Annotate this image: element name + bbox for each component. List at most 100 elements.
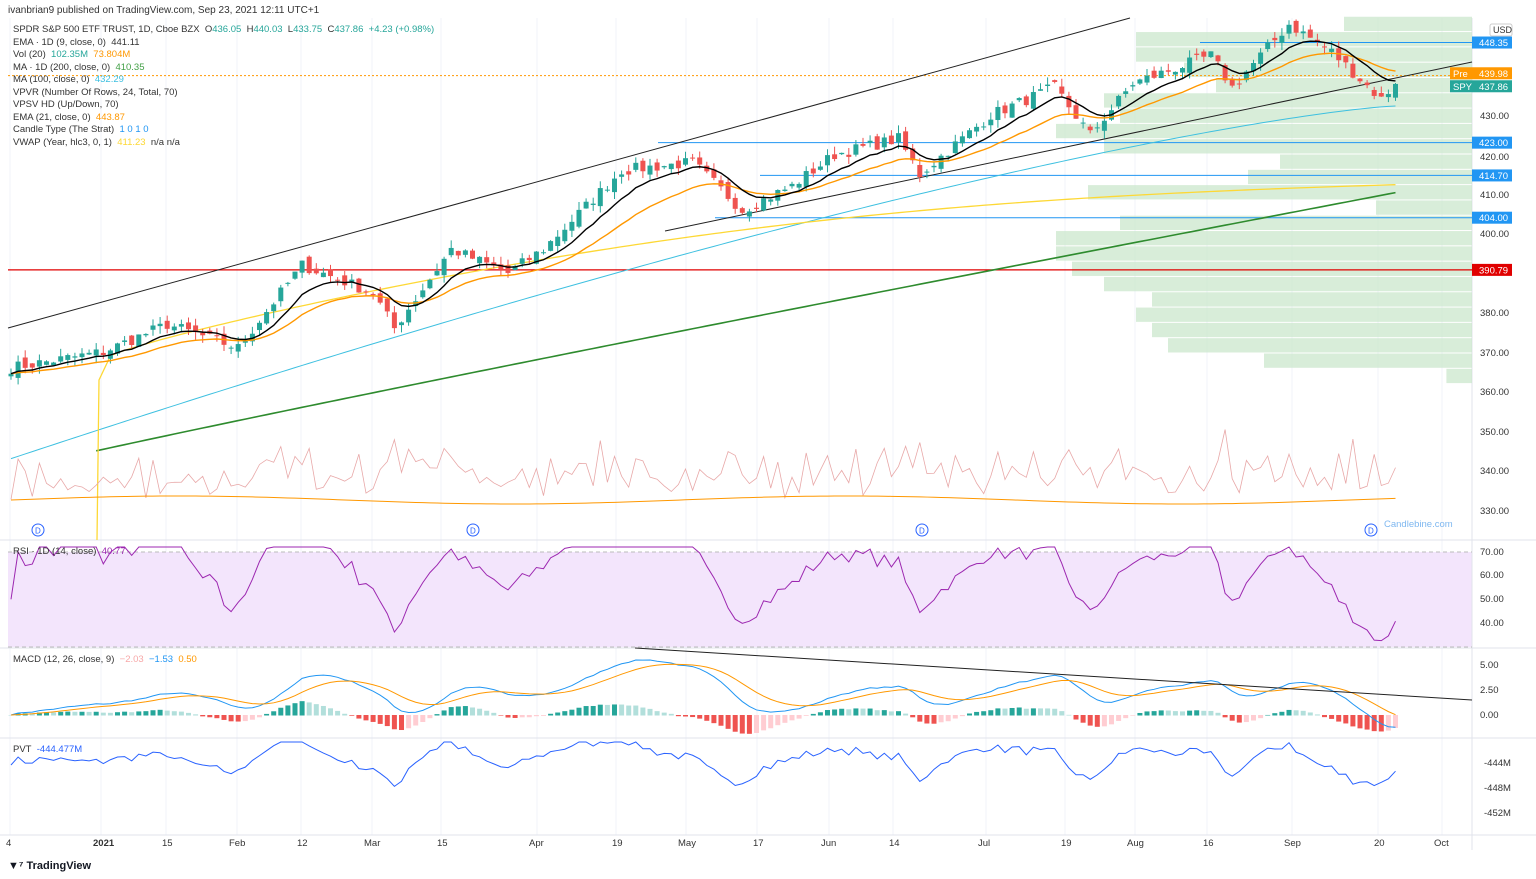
price-badge-tag-label: SPY [1453,82,1473,93]
candle-body [746,211,752,217]
macd-histogram-bar [832,709,838,716]
candle-body [860,143,866,146]
time-axis-tick: May [678,838,696,849]
price-badge-value: 439.98 [1479,69,1508,80]
macd-histogram-bar [910,715,916,718]
candle [1322,42,1327,55]
candle [654,158,660,177]
candle-body [150,325,156,330]
candle-body [58,356,64,362]
volume-profile-row [1344,16,1472,32]
macd-trendline [634,647,1473,701]
candle-body [1300,31,1306,34]
macd-histogram-bar [917,715,923,722]
candle [1087,124,1093,134]
candle [690,153,696,161]
macd-histogram-bar [1116,715,1122,721]
macd-histogram-bar [810,713,816,716]
candle-body [193,325,199,333]
candle-body [65,355,71,360]
legend-ma200[interactable]: MA · 1D (200, close, 0) 410.35 [13,61,145,73]
macd-histogram-bar [754,715,759,733]
candle-body [1172,71,1178,75]
legend-vpvr[interactable]: VPVR (Number Of Rows, 24, Total, 70) [13,86,178,98]
macd-histogram-bar [1272,713,1278,716]
candle [817,161,823,171]
candle-body [434,271,440,276]
candle [193,318,199,340]
macd-histogram-bar [775,715,781,726]
price-badge-value: 414.70 [1479,171,1508,182]
candle-body [1009,103,1015,118]
candle [938,153,944,173]
rsi-legend[interactable]: RSI · 1D (14, close) 40.77 [13,546,126,557]
price-badge [1472,136,1512,149]
candle [910,144,916,164]
currency-label: USD [1493,25,1513,35]
candle [1385,89,1391,103]
legend-ema21[interactable]: EMA (21, close, 0) 443.87 [13,111,125,123]
macd-legend[interactable]: MACD (12, 26, close, 9) −2.03 −1.53 0.50 [13,654,197,665]
volume-profile-row [1152,322,1472,338]
tv-logo-icon: ▼⁷ [8,860,27,872]
macd-histogram-bar [1201,710,1207,716]
candle-body [541,252,546,254]
macd-histogram-bar [1307,712,1313,716]
price-badge-tag [1450,80,1472,93]
legend-vpsv[interactable]: VPSV HD (Up/Down, 70) [13,99,119,110]
candle [1208,51,1214,58]
candle [583,198,589,209]
macd-histogram-bar [896,711,901,716]
legend-volume[interactable]: Vol (20) 102.35M 73.804M [13,49,131,60]
legend-symbol[interactable]: SPDR S&P 500 ETF TRUST, 1D, Cboe BZX O43… [13,24,435,35]
legend-ema9[interactable]: EMA · 1D (9, close, 0) 441.11 [13,36,140,48]
price-axis-tick: 400.00 [1480,229,1509,240]
candle-body [1116,95,1122,107]
macd-histogram-bar [484,710,490,716]
candle-body [186,322,191,330]
candle [448,240,454,258]
volume-profile-row [1248,169,1472,185]
macd-histogram-bar [746,715,752,734]
macd-histogram-bar [242,715,248,722]
candle [1279,28,1285,51]
candle [1180,67,1185,80]
macd-histogram-bar [455,706,461,716]
candle [789,181,795,189]
macd-histogram-bar [1094,715,1100,727]
time-axis-tick: Aug [1127,838,1144,849]
candle-body [1073,105,1079,119]
candle-body [1123,91,1129,94]
candle-body [143,333,149,336]
candle [888,130,894,145]
tradingview-logo[interactable]: ▼⁷ TradingView [8,860,92,872]
candle-body [1165,70,1171,72]
macd-histogram-bar [228,715,234,722]
candle [434,263,440,276]
candle [555,230,561,253]
candle-body [1385,94,1391,98]
candle-body [427,279,433,289]
time-axis-tick: Sep [1284,838,1301,849]
legend-vwap[interactable]: VWAP (Year, hlc3, 0, 1) 411.23 n/a n/a [13,136,180,148]
legend-ma100[interactable]: MA (100, close, 0) 432.29 [13,74,124,85]
macd-histogram-bar [1357,715,1363,729]
candle [619,170,625,184]
candle-body [555,236,561,247]
macd-histogram-bar [129,712,135,716]
macd-histogram-bar [931,715,937,724]
candle-body [526,257,532,261]
macd-histogram-bar [1016,707,1022,716]
candle [633,157,639,173]
macd-histogram-bar [1293,710,1299,716]
candle-body [668,163,674,170]
candle-body [1002,105,1008,114]
price-badge-value: 423.00 [1479,138,1508,149]
legend-strat[interactable]: Candle Type (The Strat) 1 0 1 0 [13,124,149,135]
macd-axis-tick: 0.00 [1480,710,1499,721]
macd-histogram-bar [1393,715,1398,728]
macd-histogram-bar [924,715,930,724]
pvt-legend[interactable]: PVT -444.477M [13,744,83,755]
candle-body [1286,24,1292,34]
